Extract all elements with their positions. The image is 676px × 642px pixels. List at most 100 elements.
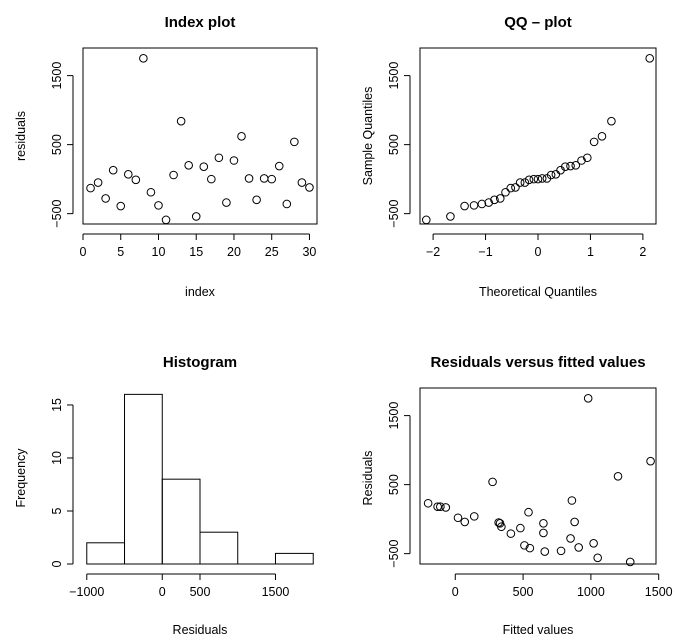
residuals-vs-fitted-y-tick-label: 1500 xyxy=(387,402,401,430)
index-plot-x-tick-label: 15 xyxy=(189,245,203,259)
residuals-vs-fitted-x-tick-label: 1000 xyxy=(577,585,605,599)
residuals-vs-fitted-y-axis: −500 500 1500 xyxy=(387,402,411,568)
index-plot-x-tick-label: 20 xyxy=(227,245,241,259)
residuals-vs-fitted-point xyxy=(433,502,442,512)
qq-plot-x-tick-label: 1 xyxy=(587,245,594,259)
index-plot-point xyxy=(199,162,209,172)
index-plot-point xyxy=(154,201,163,210)
index-plot-point xyxy=(184,161,193,170)
residuals-vs-fitted-point xyxy=(497,522,506,532)
histogram-bar xyxy=(274,552,314,565)
residuals-vs-fitted-point xyxy=(516,523,525,533)
qq-plot-point xyxy=(577,156,586,165)
index-plot-point xyxy=(139,54,148,63)
index-plot-point xyxy=(229,156,239,165)
residuals-vs-fitted-y-tick-label: 500 xyxy=(387,474,401,495)
qq-plot-point xyxy=(533,174,543,184)
histogram-bars xyxy=(86,393,314,565)
qq-plot-x-tick-label: 0 xyxy=(535,245,542,259)
residuals-vs-fitted-point xyxy=(540,547,550,556)
qq-plot-point xyxy=(495,194,505,203)
residuals-vs-fitted-point xyxy=(453,513,463,523)
qq-plot-point xyxy=(490,195,499,205)
qq-plot-y-tick-label: 1500 xyxy=(387,62,401,90)
qq-plot-point xyxy=(589,137,599,147)
index-plot-point xyxy=(123,170,133,179)
qq-plot-y-tick-label: 500 xyxy=(387,134,401,155)
index-plot-point xyxy=(237,132,246,141)
histogram-bar xyxy=(161,478,201,565)
index-plot-point xyxy=(108,165,118,175)
index-plot-point xyxy=(244,174,254,183)
residuals-vs-fitted-point xyxy=(593,553,602,563)
qq-plot-point xyxy=(524,175,534,185)
index-plot-point xyxy=(252,195,261,205)
histogram-y-tick-label: 5 xyxy=(50,507,64,514)
qq-plot-point xyxy=(597,132,607,141)
qq-plot-frame xyxy=(419,47,657,225)
histogram-y-label: Frequency xyxy=(14,448,28,508)
qq-plot-y-axis: −500 500 1500 xyxy=(387,62,411,228)
index-plot-x-tick-label: 25 xyxy=(265,245,279,259)
qq-plot-point xyxy=(566,161,575,171)
index-plot-point xyxy=(169,170,178,180)
qq-plot-point xyxy=(546,170,556,180)
residuals-vs-fitted-point xyxy=(589,538,598,548)
index-plot-point xyxy=(214,153,224,163)
qq-plot-point xyxy=(571,161,581,170)
residuals-vs-fitted-y-label: Residuals xyxy=(361,451,375,506)
residuals-vs-fitted-point xyxy=(506,529,516,538)
index-plot-point xyxy=(191,212,201,221)
residuals-vs-fitted-point xyxy=(525,543,535,553)
residuals-vs-fitted-point xyxy=(460,517,470,527)
qq-plot-point xyxy=(477,199,487,209)
index-plot-panel: Index plot 0 5 10 15 20 25 30 −500 500 1500 inde… xyxy=(14,14,318,299)
residuals-vs-fitted-x-tick-label: 1500 xyxy=(645,585,673,599)
qq-plot-x-tick-label: 2 xyxy=(639,245,646,259)
index-plot-point xyxy=(131,175,141,185)
index-plot-x-tick-label: 5 xyxy=(117,245,124,259)
qq-plot-point xyxy=(511,183,520,192)
qq-plot-point xyxy=(460,201,469,211)
histogram-x-tick-label: 1500 xyxy=(262,585,290,599)
qq-plot-point xyxy=(560,162,570,172)
residuals-vs-fitted-points xyxy=(423,394,655,567)
qq-plot-panel: QQ – plot −2 −1 0 1 2 −500 500 1500 Theoretica… xyxy=(361,14,657,299)
index-plot-x-label: index xyxy=(185,285,216,299)
residuals-vs-fitted-point xyxy=(625,557,635,567)
residuals-vs-fitted-point xyxy=(423,498,433,508)
index-plot-point xyxy=(297,178,307,187)
qq-plot-point xyxy=(529,174,539,184)
qq-plot-x-tick-label: −2 xyxy=(426,245,440,259)
qq-plot-title: QQ – plot xyxy=(504,14,572,31)
residuals-vs-fitted-panel: Residuals versus fitted values 0 500 1000 1… xyxy=(361,354,673,637)
index-plot-point xyxy=(305,183,314,192)
residuals-vs-fitted-title: Residuals versus fitted values xyxy=(430,354,645,371)
histogram-x-tick-label: 500 xyxy=(190,585,211,599)
histogram-x-tick-label: 0 xyxy=(159,585,166,599)
index-plot-x-axis: 0 5 10 15 20 25 30 xyxy=(80,233,316,259)
qq-plot-y-tick-label: −500 xyxy=(387,200,401,228)
histogram-y-tick-label: 15 xyxy=(50,398,64,412)
index-plot-point xyxy=(101,194,110,203)
residuals-vs-fitted-point xyxy=(539,528,548,538)
residuals-vs-fitted-point xyxy=(539,518,548,528)
histogram-y-axis: 0 5 10 15 xyxy=(50,398,74,567)
index-plot-y-axis: −500 500 1500 xyxy=(50,62,74,228)
qq-plot-point xyxy=(506,183,516,193)
index-plot-x-tick-label: 30 xyxy=(302,245,316,259)
index-plot-x-tick-label: 10 xyxy=(152,245,166,259)
qq-plot-point xyxy=(607,116,616,126)
index-plot-y-tick-label: −500 xyxy=(50,200,64,228)
residuals-vs-fitted-frame xyxy=(419,387,657,565)
residuals-vs-fitted-point xyxy=(436,502,445,512)
residuals-vs-fitted-point xyxy=(574,543,583,552)
residuals-vs-fitted-point xyxy=(556,546,566,556)
index-plot-x-tick-label: 0 xyxy=(80,245,87,259)
index-plot-point xyxy=(267,174,277,184)
histogram-y-tick-label: 0 xyxy=(50,560,64,567)
residuals-vs-fitted-point xyxy=(583,394,593,403)
residuals-vs-fitted-point xyxy=(469,512,479,521)
